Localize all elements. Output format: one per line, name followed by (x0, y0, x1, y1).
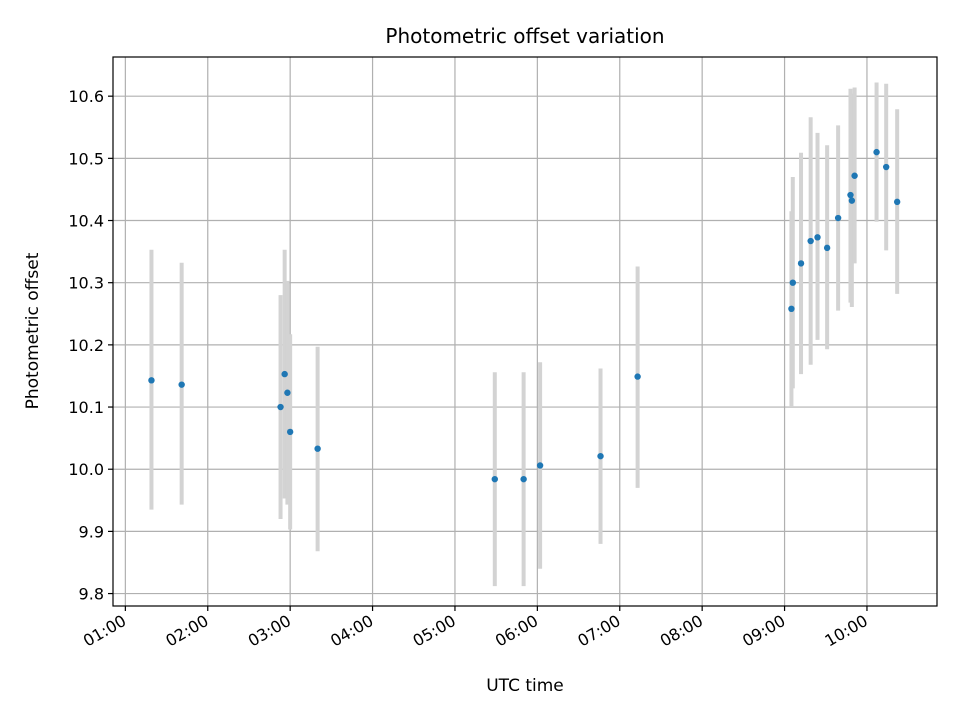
data-point (286, 428, 294, 436)
data-point (847, 191, 854, 199)
data-point (178, 381, 185, 388)
y-tick-label: 10.2 (68, 336, 104, 355)
data-point (893, 198, 901, 206)
y-tick-label: 10.3 (68, 274, 104, 293)
y-tick-label: 10.4 (68, 212, 104, 231)
y-tick-label: 10.0 (68, 460, 104, 479)
data-point (834, 214, 842, 222)
data-point (536, 462, 544, 469)
data-point (823, 244, 831, 252)
data-point (851, 172, 858, 179)
y-tick-label: 9.9 (79, 522, 104, 541)
data-point (520, 475, 527, 483)
y-axis-label: Photometric offset (23, 252, 43, 409)
data-point (277, 403, 284, 411)
data-point (284, 389, 291, 396)
y-tick-label: 9.8 (79, 585, 104, 604)
data-point (873, 148, 880, 156)
point-layer (148, 148, 901, 483)
data-point (491, 475, 498, 483)
data-point (882, 163, 890, 171)
plot-frame (112, 56, 938, 607)
chart-title: Photometric offset variation (385, 24, 664, 48)
data-point (281, 370, 288, 378)
data-point (807, 237, 814, 245)
data-point (848, 197, 856, 204)
y-tick-label: 10.6 (68, 87, 104, 106)
data-point (814, 234, 821, 241)
data-point (597, 452, 604, 460)
y-tick-label: 10.1 (68, 398, 104, 417)
data-point (789, 279, 796, 286)
data-point (788, 305, 795, 313)
data-point (797, 260, 805, 267)
data-point (634, 373, 641, 380)
y-tick-label: 10.5 (68, 149, 104, 168)
y-axis-ticks: 9.8 9.9 10.0 10.1 10.2 10.3 10.4 10.5 10.6 (68, 87, 113, 604)
data-point (148, 377, 155, 384)
x-axis-label: UTC time (486, 676, 564, 696)
data-point (314, 445, 321, 452)
